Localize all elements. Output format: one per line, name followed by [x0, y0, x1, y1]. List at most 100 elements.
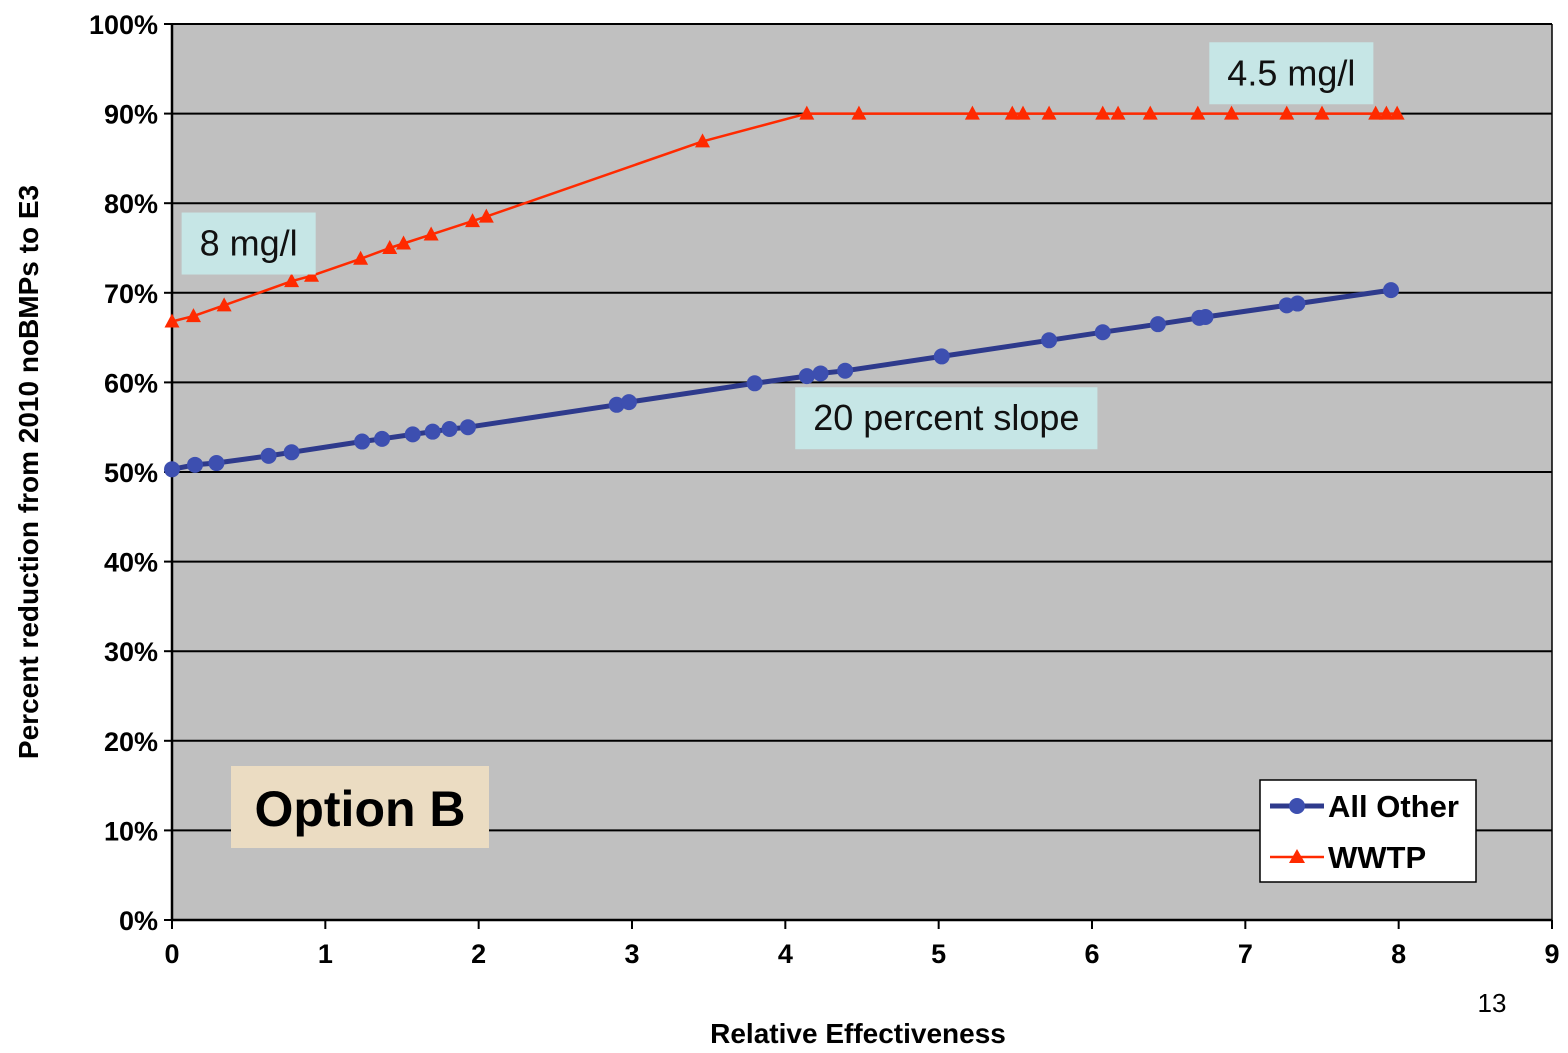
data-point-all-other	[1383, 282, 1399, 299]
data-point-wwtp	[1015, 105, 1031, 120]
y-axis-ticks: 0% 10% 20% 30% 40% 50% 60% 70% 80% 90% 100%	[89, 10, 172, 936]
data-point-all-other	[933, 348, 950, 365]
y-tick-label: 40%	[104, 548, 158, 578]
x-tick-label: 1	[318, 939, 333, 969]
annotation-text: 4.5 mg/l	[1227, 52, 1355, 93]
legend-marker-wwtp	[1289, 849, 1305, 863]
data-point-wwtp	[185, 308, 201, 323]
x-tick-label: 8	[1391, 939, 1406, 969]
annotations: 4.5 mg/l 8 mg/l 20 percent slope	[181, 42, 1374, 450]
annotation-text: 20 percent slope	[813, 397, 1079, 438]
series-wwtp	[164, 105, 1405, 328]
y-tick-label: 100%	[89, 10, 158, 40]
data-point-wwtp	[164, 313, 180, 328]
x-tick-label: 0	[164, 939, 179, 969]
annotation: 20 percent slope	[795, 387, 1098, 450]
annotation-box	[795, 387, 1098, 450]
data-point-wwtp	[465, 213, 481, 228]
data-point-all-other	[164, 461, 180, 478]
legend-box	[1259, 779, 1477, 883]
data-point-all-other	[374, 430, 391, 447]
y-tick-label: 20%	[104, 727, 158, 757]
option-label-box	[231, 766, 489, 848]
x-tick-label: 4	[778, 939, 793, 969]
data-point-all-other	[424, 423, 441, 440]
annotation-box	[181, 212, 316, 275]
data-point-wwtp	[695, 133, 711, 148]
series-layer	[164, 105, 1405, 478]
data-point-all-other	[812, 365, 829, 382]
data-point-wwtp	[1279, 105, 1295, 120]
data-point-wwtp	[1110, 105, 1126, 120]
data-point-wwtp	[284, 273, 300, 288]
data-point-wwtp	[1142, 105, 1158, 120]
data-point-all-other	[459, 419, 476, 436]
data-point-all-other	[1289, 295, 1306, 312]
y-tick-label: 30%	[104, 637, 158, 667]
data-point-wwtp	[1314, 105, 1330, 120]
y-tick-label: 0%	[119, 906, 158, 936]
legend-label-wwtp: WWTP	[1328, 840, 1426, 875]
x-tick-label: 5	[931, 939, 946, 969]
data-point-all-other	[1197, 308, 1214, 325]
option-label: Option B	[231, 766, 489, 848]
data-point-wwtp	[799, 105, 815, 120]
data-point-all-other	[1149, 316, 1166, 333]
y-tick-label: 90%	[104, 100, 158, 130]
data-point-wwtp	[1389, 105, 1405, 120]
y-tick-label: 10%	[104, 816, 158, 846]
data-point-wwtp	[304, 267, 320, 282]
x-tick-label: 3	[624, 939, 639, 969]
x-axis-title: Relative Effectiveness	[710, 1018, 1006, 1049]
data-point-all-other	[837, 362, 854, 379]
option-label-text: Option B	[254, 781, 465, 837]
data-point-wwtp	[216, 297, 232, 312]
legend: All Other WWTP	[1259, 779, 1477, 883]
data-point-all-other	[404, 426, 421, 443]
data-point-wwtp	[1378, 105, 1394, 120]
gridlines	[172, 23, 1552, 832]
page-number: 13	[1478, 988, 1507, 1018]
data-point-wwtp	[382, 240, 398, 254]
data-point-all-other	[441, 420, 458, 437]
series-all-other	[164, 282, 1399, 478]
data-point-all-other	[260, 447, 277, 464]
data-point-wwtp	[396, 235, 412, 250]
y-tick-label: 60%	[104, 368, 158, 398]
legend-label-all-other: All Other	[1328, 789, 1459, 824]
x-tick-label: 2	[471, 939, 486, 969]
data-point-all-other	[187, 456, 203, 473]
data-point-wwtp	[1041, 105, 1057, 120]
y-tick-label: 80%	[104, 189, 158, 219]
data-point-wwtp	[964, 105, 980, 120]
data-point-all-other	[608, 396, 625, 413]
data-point-wwtp	[851, 105, 867, 120]
data-point-wwtp	[478, 208, 494, 223]
annotation: 8 mg/l	[181, 212, 316, 275]
data-point-wwtp	[1368, 105, 1384, 120]
data-point-all-other	[1094, 324, 1111, 341]
y-axis-title: Percent reduction from 2010 noBMPs to E3	[13, 185, 44, 759]
y-tick-label: 70%	[104, 279, 158, 309]
legend-marker-all-other	[1289, 798, 1305, 814]
data-point-all-other	[354, 433, 371, 450]
data-point-all-other	[1041, 332, 1058, 349]
data-point-wwtp	[353, 250, 369, 265]
data-point-wwtp	[1095, 105, 1111, 120]
y-tick-label: 50%	[104, 458, 158, 488]
data-point-all-other	[746, 375, 763, 392]
annotation: 4.5 mg/l	[1209, 42, 1374, 105]
x-tick-label: 6	[1084, 939, 1099, 969]
data-point-all-other	[208, 455, 225, 472]
series-line-wwtp	[171, 112, 1398, 323]
x-axis-ticks: 0 1 2 3 4 5 6 7 8 9	[164, 920, 1560, 969]
data-point-wwtp	[1190, 105, 1206, 120]
data-point-wwtp	[1004, 105, 1020, 120]
data-point-all-other	[620, 394, 637, 411]
data-point-all-other	[798, 368, 815, 385]
x-tick-label: 9	[1544, 939, 1559, 969]
annotation-text: 8 mg/l	[200, 223, 298, 264]
x-tick-label: 7	[1238, 939, 1253, 969]
data-point-wwtp	[1224, 105, 1240, 120]
